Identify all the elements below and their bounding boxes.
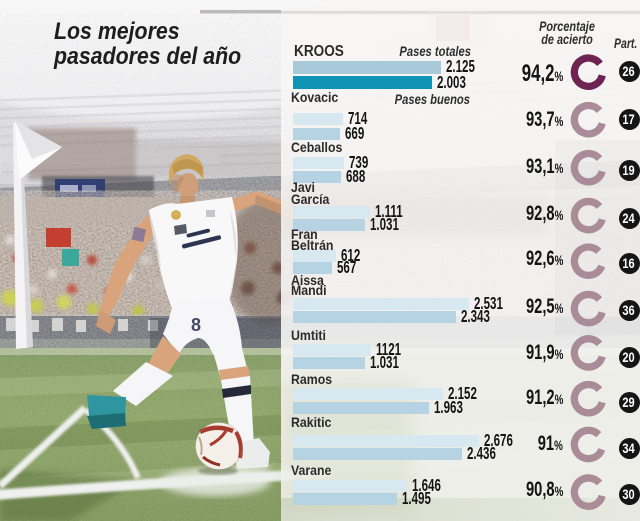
svg-text:8: 8 [191, 315, 201, 335]
